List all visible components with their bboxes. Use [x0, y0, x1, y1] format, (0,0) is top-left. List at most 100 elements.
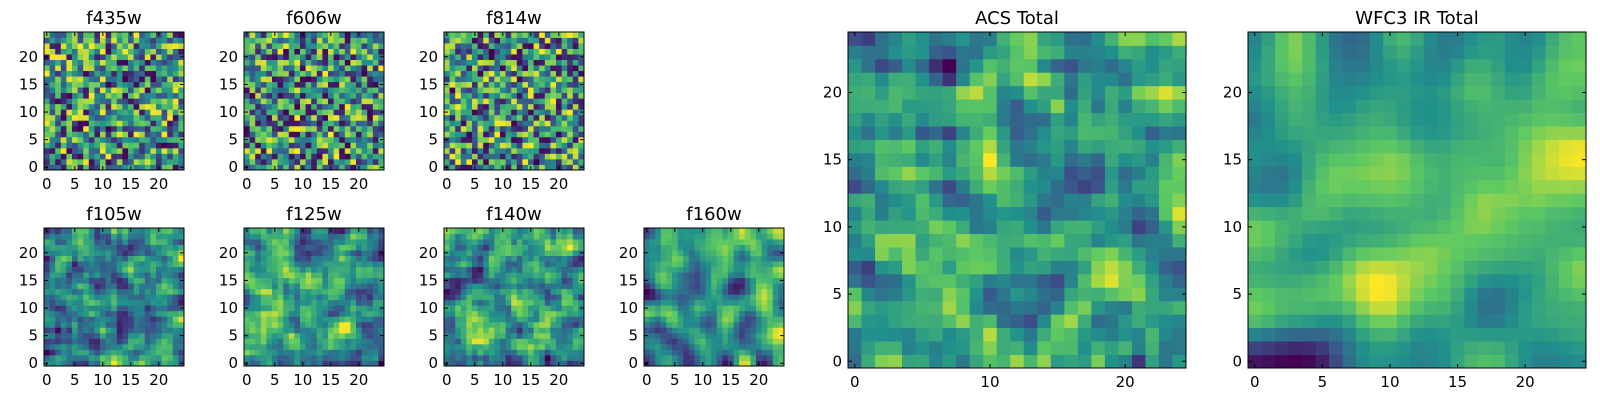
heatmap-cell — [705, 261, 712, 268]
heatmap-cell — [44, 142, 50, 149]
heatmap-cell — [516, 131, 523, 138]
heatmap-cell — [655, 288, 662, 295]
heatmap-cell — [778, 239, 785, 245]
heatmap-cell — [539, 310, 546, 317]
heatmap-cell — [848, 233, 862, 248]
heatmap-cell — [544, 109, 551, 116]
heatmap-cell — [367, 277, 374, 284]
heatmap-cell — [1010, 300, 1025, 315]
heatmap-cell — [511, 125, 518, 132]
heatmap-cell — [288, 316, 295, 323]
heatmap-cell — [311, 153, 318, 160]
heatmap-cell — [305, 288, 312, 295]
heatmap-cell — [728, 299, 734, 306]
heatmap-cell — [1037, 300, 1052, 315]
heatmap-cell — [49, 321, 56, 328]
heatmap-cell — [466, 310, 473, 317]
heatmap-cell — [88, 65, 95, 72]
heatmap-cell — [567, 147, 574, 154]
heatmap-cell — [266, 233, 273, 240]
heatmap-cell — [133, 136, 140, 143]
heatmap-cell — [460, 158, 467, 165]
heatmap-cell — [942, 327, 957, 342]
heatmap-cell — [1064, 166, 1079, 181]
heatmap-cell — [1172, 233, 1187, 248]
heatmap-cell — [260, 283, 267, 290]
heatmap-cell — [511, 109, 518, 116]
heatmap-cell — [505, 272, 512, 279]
heatmap-cell — [888, 247, 903, 261]
heatmap-cell — [167, 153, 174, 160]
heatmap-cell — [466, 321, 473, 328]
heatmap-cell — [1064, 233, 1079, 248]
heatmap-cell — [750, 316, 757, 323]
heatmap-cell — [516, 37, 523, 44]
heatmap-cell — [722, 266, 729, 273]
heatmap-cell — [778, 321, 785, 328]
heatmap-cell — [167, 343, 174, 350]
heatmap-cell — [539, 321, 546, 328]
heatmap-cell — [300, 92, 306, 99]
heatmap-cell — [722, 310, 729, 317]
heatmap-cell — [144, 277, 151, 284]
heatmap-cell — [472, 244, 478, 251]
heatmap-cell — [277, 76, 284, 83]
heatmap-cell — [875, 233, 889, 248]
heatmap-cell — [728, 244, 734, 251]
heatmap-cell — [344, 65, 351, 72]
heatmap-cell — [350, 316, 357, 323]
heatmap-cell — [539, 327, 546, 334]
heatmap-cell — [344, 98, 351, 105]
heatmap-cell — [260, 332, 267, 339]
heatmap-cell — [522, 316, 529, 323]
heatmap-cell — [550, 109, 557, 116]
heatmap-cell — [356, 81, 362, 88]
heatmap-cell — [1091, 341, 1106, 355]
heatmap-cell — [350, 120, 357, 127]
heatmap-cell — [455, 142, 462, 149]
heatmap-cell — [122, 288, 129, 295]
heatmap-cell — [156, 48, 162, 55]
heatmap-cell — [249, 48, 256, 55]
heatmap-cell — [578, 338, 585, 345]
heatmap-cell — [111, 142, 118, 149]
heatmap-cell — [455, 294, 462, 301]
heatmap-cell — [44, 43, 50, 49]
heatmap-cell — [561, 87, 568, 94]
heatmap-cell — [700, 277, 706, 284]
heatmap-cell — [55, 70, 62, 77]
heatmap-cell — [1104, 300, 1119, 315]
heatmap-cell — [733, 310, 740, 317]
heatmap-cell — [472, 288, 478, 295]
heatmap-cell — [733, 316, 740, 323]
heatmap-cell — [728, 250, 734, 256]
heatmap-cell — [660, 288, 667, 295]
axes-frame — [443, 31, 585, 171]
heatmap-cell — [333, 272, 340, 279]
heatmap-cell — [500, 255, 506, 262]
heatmap-cell — [144, 43, 151, 49]
heatmap-cell — [144, 92, 151, 99]
heatmap-cell — [44, 76, 50, 83]
heatmap-cell — [1037, 179, 1052, 194]
heatmap-cell — [1050, 166, 1065, 181]
heatmap-cell — [294, 142, 301, 149]
heatmap-cell — [688, 338, 695, 345]
heatmap-cell — [672, 327, 678, 334]
heatmap-cell — [1145, 247, 1160, 261]
heatmap-cell — [561, 349, 568, 356]
heatmap-cell — [739, 310, 746, 317]
heatmap-cell — [705, 305, 712, 312]
heatmap-cell — [372, 338, 379, 345]
heatmap-cell — [472, 92, 478, 99]
heatmap-cell — [105, 65, 112, 72]
heatmap-cell — [875, 354, 889, 369]
heatmap-cell — [367, 136, 374, 143]
heatmap-cell — [533, 250, 540, 256]
heatmap-cell — [111, 114, 118, 121]
heatmap-cell — [339, 103, 346, 110]
heatmap-cell — [705, 327, 712, 334]
heatmap-cell — [60, 255, 67, 262]
heatmap-cell — [500, 109, 506, 116]
heatmap-cell — [161, 316, 168, 323]
